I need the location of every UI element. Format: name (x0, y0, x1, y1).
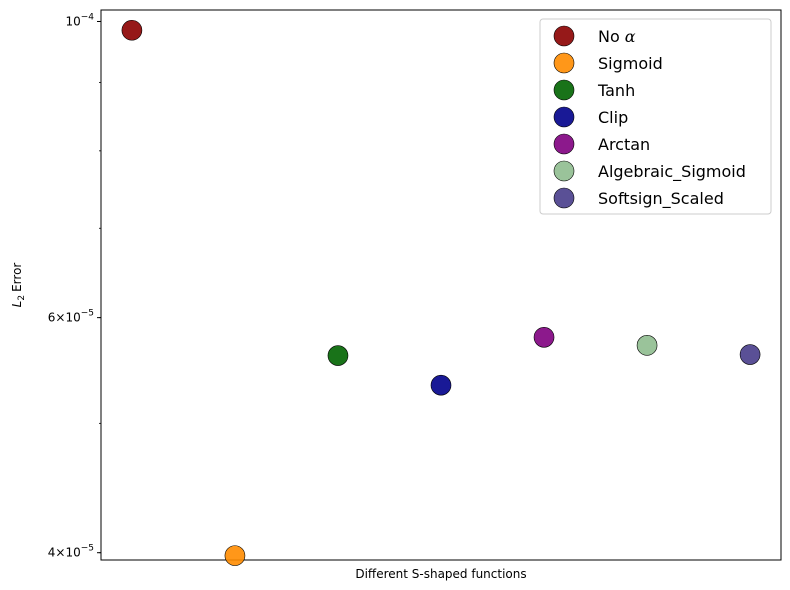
legend: No α Sigmoid Tanh Clip Arctan Algebraic_Sigmoi… (539, 18, 772, 215)
legend-label: Softsign_Scaled (598, 189, 724, 209)
y-axis-subscript: 2 (17, 295, 27, 301)
legend-marker (553, 160, 575, 182)
y-tick-mantissa: 6× (48, 311, 66, 325)
point-tanh (327, 345, 349, 366)
y-tick-base: 10 (65, 546, 80, 560)
y-axis-ticks: 10−46×10−54×10−5 (48, 12, 101, 560)
legend-marker (553, 52, 575, 74)
legend-label-text: Sigmoid (598, 54, 663, 73)
y-tick-mantissa: 4× (48, 546, 66, 560)
legend-marker (553, 187, 575, 209)
y-tick-exponent: −5 (81, 309, 94, 319)
point-arctan (533, 326, 555, 348)
point-softsign-scaled (739, 344, 761, 365)
y-tick-label: 10−4 (65, 12, 94, 28)
legend-label: Arctan (598, 135, 650, 154)
legend-label: Clip (598, 108, 628, 127)
legend-label: Sigmoid (598, 54, 663, 73)
y-tick-exponent: −5 (81, 544, 94, 554)
legend-marker (553, 25, 575, 47)
legend-label-text: No (598, 27, 620, 46)
legend-label-text: Tanh (597, 81, 635, 100)
y-axis-label: L2 Error (10, 263, 27, 308)
legend-label: Algebraic_Sigmoid (598, 162, 746, 182)
y-axis-symbol: L (10, 301, 24, 308)
y-tick-label: 6×10−5 (48, 309, 94, 325)
x-axis-label: Different S-shaped functions (355, 567, 526, 581)
legend-label-symbol: α (625, 27, 636, 46)
legend-marker (553, 133, 575, 155)
legend-label: No α (598, 27, 636, 46)
y-tick-exponent: −4 (81, 12, 95, 22)
legend-label-text: Clip (598, 108, 628, 127)
point-sigmoid (224, 545, 246, 566)
legend-label: Tanh (597, 81, 635, 100)
legend-label-text: Softsign_Scaled (598, 189, 724, 209)
y-axis-label-text: Error (10, 263, 24, 292)
legend-label-text: Algebraic_Sigmoid (598, 162, 746, 182)
y-tick-label: 4×10−5 (48, 544, 94, 560)
y-tick-base: 10 (65, 311, 80, 325)
point-clip (430, 374, 452, 396)
legend-marker (553, 106, 575, 128)
point-algebraic-sigmoid (636, 335, 658, 356)
legend-marker (553, 79, 575, 101)
legend-label-text: Arctan (598, 135, 650, 154)
point-no (121, 19, 143, 41)
data-points (121, 19, 761, 566)
y-tick-base: 10 (65, 14, 80, 28)
legend-frame (539, 18, 772, 215)
